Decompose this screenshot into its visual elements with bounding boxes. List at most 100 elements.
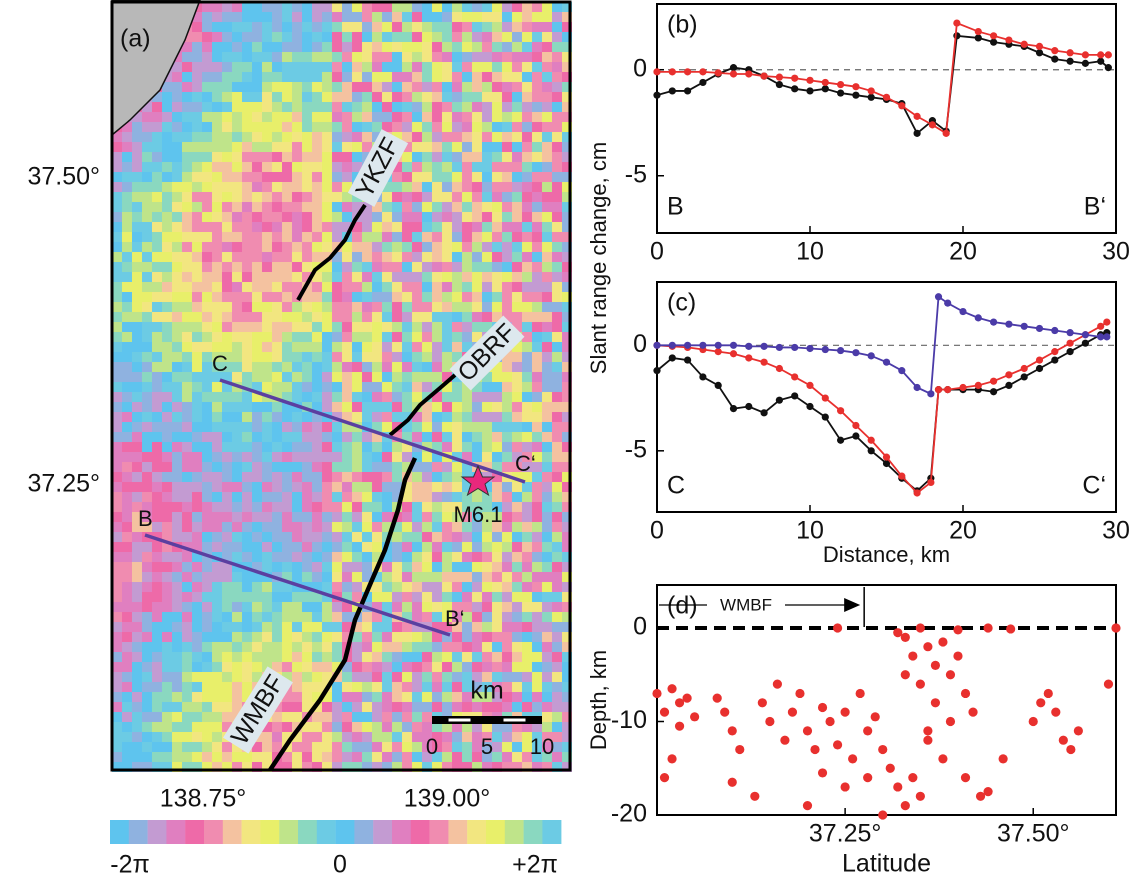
- map-cell: [522, 492, 532, 502]
- map-cell: [362, 412, 372, 422]
- map-cell: [282, 712, 292, 722]
- map-cell: [532, 182, 542, 192]
- map-cell: [432, 362, 442, 372]
- map-cell: [422, 32, 432, 42]
- point: [745, 354, 752, 361]
- map-cell: [252, 322, 262, 332]
- map-cell: [142, 142, 152, 152]
- map-cell: [322, 162, 332, 172]
- map-cell: [122, 532, 132, 542]
- map-cell: [522, 642, 532, 652]
- map-cell: [152, 642, 162, 652]
- map-cell: [172, 652, 182, 662]
- map-cell: [302, 102, 312, 112]
- map-cell: [302, 52, 312, 62]
- map-cell: [292, 482, 302, 492]
- map-cell: [212, 262, 222, 272]
- map-cell: [322, 122, 332, 132]
- map-cell: [152, 212, 162, 222]
- map-cell: [342, 52, 352, 62]
- map-cell: [272, 632, 282, 642]
- map-cell: [332, 542, 342, 552]
- map-cell: [452, 432, 462, 442]
- map-cell: [512, 202, 522, 212]
- map-cell: [272, 152, 282, 162]
- map-cell: [272, 532, 282, 542]
- map-cell: [392, 212, 402, 222]
- map-cell: [472, 42, 482, 52]
- map-cell: [222, 92, 232, 102]
- map-cell: [462, 592, 472, 602]
- map-cell: [492, 392, 502, 402]
- map-cell: [392, 92, 402, 102]
- map-cell: [142, 372, 152, 382]
- map-cell: [422, 612, 432, 622]
- map-cell: [342, 712, 352, 722]
- map-cell: [452, 152, 462, 162]
- map-cell: [232, 532, 242, 542]
- point: [730, 70, 737, 77]
- map-cell: [192, 562, 202, 572]
- map-cell: [542, 162, 552, 172]
- map-cell: [462, 42, 472, 52]
- map-cell: [192, 162, 202, 172]
- map-cell: [262, 322, 272, 332]
- map-cell: [272, 382, 282, 392]
- map-cell: [552, 122, 562, 132]
- map-cell: [222, 692, 232, 702]
- map-cell: [362, 132, 372, 142]
- map-cell: [212, 512, 222, 522]
- x-tick-label: 10: [796, 517, 824, 545]
- map-cell: [432, 402, 442, 412]
- map-cell: [352, 702, 362, 712]
- map-cell: [502, 652, 512, 662]
- map-cell: [402, 82, 412, 92]
- point: [938, 754, 947, 763]
- map-cell: [502, 432, 512, 442]
- map-cell: [352, 312, 362, 322]
- map-cell: [442, 582, 452, 592]
- map-cell: [412, 432, 422, 442]
- map-cell: [402, 122, 412, 132]
- map-cell: [472, 282, 482, 292]
- map-cell: [172, 692, 182, 702]
- map-cell: [282, 302, 292, 312]
- map-cell: [282, 442, 292, 452]
- map-cell: [512, 522, 522, 532]
- map-cell: [412, 262, 422, 272]
- map-cell: [472, 172, 482, 182]
- map-cell: [452, 322, 462, 332]
- map-cell: [262, 162, 272, 172]
- map-cell: [202, 372, 212, 382]
- map-cell: [412, 292, 422, 302]
- map-cell: [332, 712, 342, 722]
- map-cell: [402, 182, 412, 192]
- map-cell: [162, 632, 172, 642]
- map-cell: [312, 252, 322, 262]
- map-cell: [232, 152, 242, 162]
- map-cell: [382, 702, 392, 712]
- map-cell: [132, 542, 142, 552]
- map-cell: [442, 42, 452, 52]
- map-cell: [182, 702, 192, 712]
- map-cell: [472, 82, 482, 92]
- point: [863, 726, 872, 735]
- map-cell: [362, 292, 372, 302]
- map-cell: [312, 342, 322, 352]
- map-cell: [162, 482, 172, 492]
- map-cell: [452, 662, 462, 672]
- map-cell: [342, 682, 352, 692]
- map-cell: [502, 102, 512, 112]
- map-cell: [412, 92, 422, 102]
- map-cell: [212, 42, 222, 52]
- map-cell: [362, 732, 372, 742]
- map-cell: [472, 562, 482, 572]
- map-cell: [362, 562, 372, 572]
- map-cell: [172, 282, 182, 292]
- map-cell: [152, 662, 162, 672]
- map-cell: [182, 52, 192, 62]
- map-cell: [492, 622, 502, 632]
- map-cell: [402, 242, 412, 252]
- map-cell: [422, 242, 432, 252]
- map-cell: [152, 482, 162, 492]
